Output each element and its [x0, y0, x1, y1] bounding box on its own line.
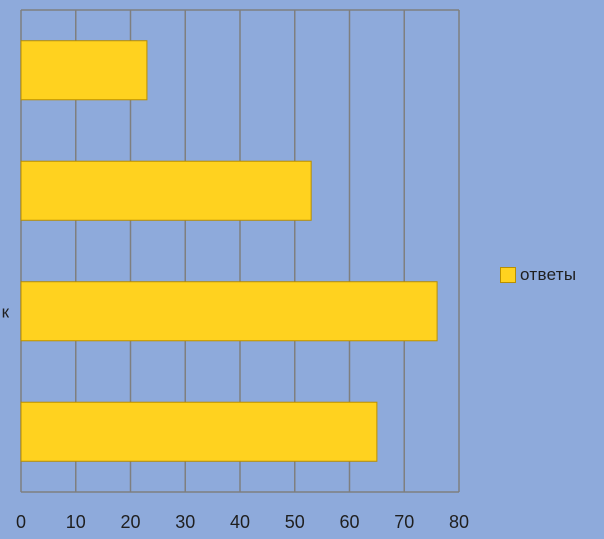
legend-swatch — [500, 267, 516, 283]
x-tick-label: 40 — [230, 512, 250, 532]
x-tick-label: 30 — [175, 512, 195, 532]
legend-label: ответы — [520, 265, 577, 284]
x-tick-label: 20 — [120, 512, 140, 532]
category-label: …к — [0, 302, 10, 321]
legend: ответы — [500, 265, 576, 285]
x-tick-label: 80 — [449, 512, 469, 532]
bar — [20, 401, 378, 462]
x-tick-label: 50 — [285, 512, 305, 532]
x-tick-label: 60 — [339, 512, 359, 532]
bar — [20, 40, 148, 101]
x-tick-label: 10 — [66, 512, 86, 532]
x-tick-label: 0 — [16, 512, 26, 532]
bar — [20, 281, 438, 342]
x-tick-label: 70 — [394, 512, 414, 532]
bar — [20, 160, 312, 221]
